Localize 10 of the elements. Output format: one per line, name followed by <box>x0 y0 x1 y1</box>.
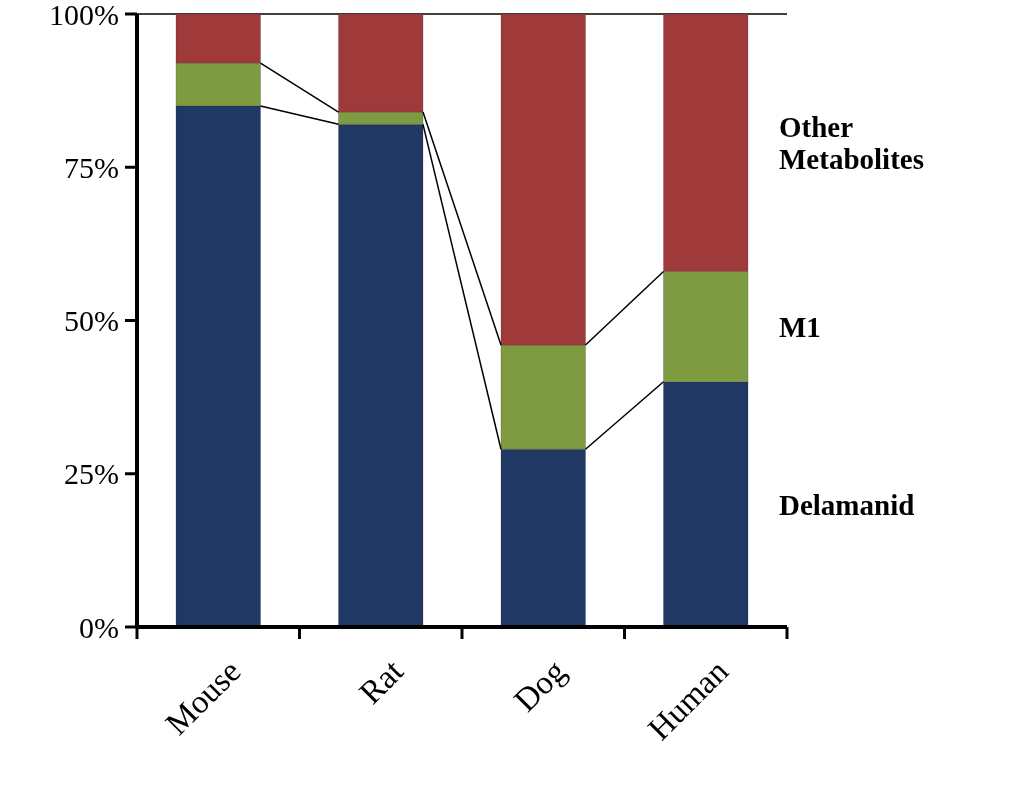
y-tick-label: 100% <box>49 0 119 31</box>
x-tick-label: Rat <box>352 652 411 711</box>
series-label: Other Metabolites <box>779 110 924 175</box>
series-label: Delamanid <box>779 488 915 521</box>
series-label: M1 <box>779 310 821 343</box>
y-tick-label: 0% <box>79 610 119 644</box>
y-tick-label: 75% <box>64 150 119 184</box>
y-tick-label: 50% <box>64 304 119 337</box>
x-tick-label: Dog <box>506 652 573 719</box>
y-tick-label: 25% <box>64 457 119 491</box>
